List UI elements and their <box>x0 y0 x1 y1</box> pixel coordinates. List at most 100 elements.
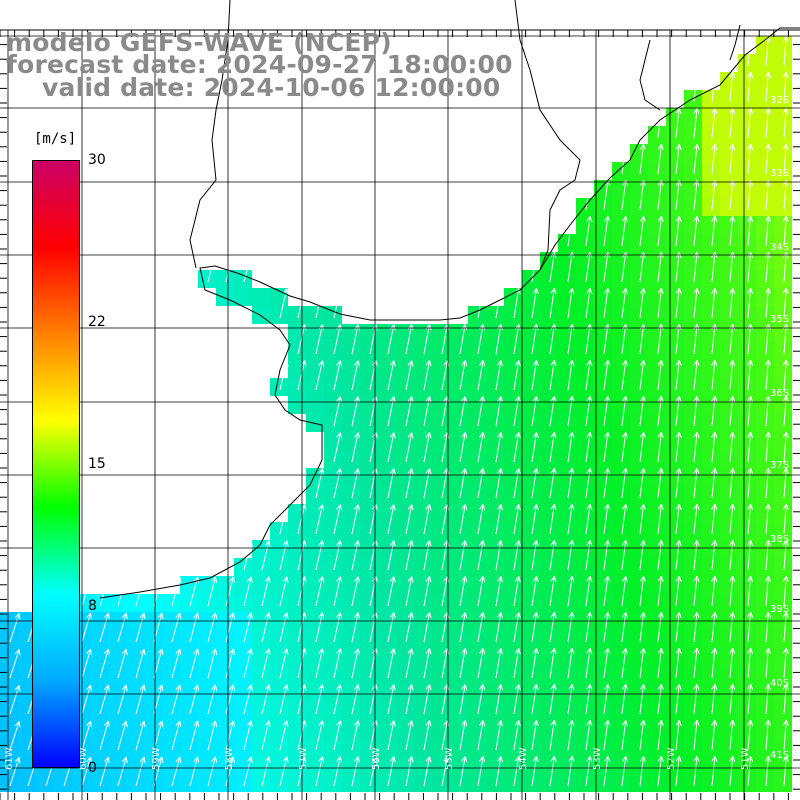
wind-cell <box>18 738 36 756</box>
wind-cell <box>702 738 720 756</box>
wind-cell <box>594 360 612 378</box>
wind-cell <box>612 360 630 378</box>
wind-arrow <box>603 503 611 535</box>
wind-cell <box>126 594 144 612</box>
wind-arrow <box>711 215 718 247</box>
wind-cell <box>234 630 252 648</box>
longitude-label: 56W <box>371 747 382 770</box>
wind-cell <box>486 540 504 558</box>
wind-arrow <box>423 432 432 463</box>
wind-cell <box>630 684 648 702</box>
wind-cell <box>450 378 468 396</box>
wind-cell <box>162 666 180 684</box>
wind-cell <box>702 702 720 720</box>
wind-arrow <box>764 71 772 103</box>
wind-cell <box>360 738 378 756</box>
wind-cell <box>738 216 756 234</box>
wind-cell <box>756 54 774 72</box>
wind-arrow <box>477 720 486 751</box>
wind-arrow <box>675 683 682 715</box>
wind-cell <box>144 756 162 774</box>
wind-arrow <box>279 648 289 679</box>
wind-arrow <box>603 719 611 751</box>
wind-arrow <box>764 539 772 571</box>
wind-arrow <box>279 684 289 715</box>
wind-cell <box>612 576 630 594</box>
wind-cell <box>720 504 738 522</box>
wind-cell <box>648 738 666 756</box>
wind-cell <box>450 774 468 792</box>
wind-cell <box>450 540 468 558</box>
wind-cell <box>720 198 738 216</box>
wind-arrow <box>585 755 593 787</box>
longitude-label: 57W <box>298 747 309 770</box>
wind-arrow <box>171 720 182 751</box>
wind-cell <box>612 162 630 180</box>
wind-cell <box>486 306 504 324</box>
wind-cell <box>180 702 198 720</box>
wind-cell <box>90 594 108 612</box>
wind-cell <box>774 36 792 54</box>
wind-cell <box>630 720 648 738</box>
wind-cell <box>738 126 756 144</box>
wind-arrow <box>495 288 504 319</box>
wind-cell <box>306 702 324 720</box>
wind-arrow <box>764 143 772 175</box>
wind-arrow <box>549 756 557 787</box>
wind-cell <box>720 702 738 720</box>
wind-cell <box>504 414 522 432</box>
wind-cell <box>468 702 486 720</box>
wind-arrow <box>261 612 271 643</box>
wind-cell <box>324 666 342 684</box>
wind-cell <box>666 630 684 648</box>
wind-cell <box>396 414 414 432</box>
wind-cell <box>432 360 450 378</box>
longitude-label: 54W <box>518 747 529 770</box>
wind-arrow <box>117 612 128 643</box>
wind-cell <box>468 396 486 414</box>
wind-cell <box>360 486 378 504</box>
wind-arrow <box>621 611 629 643</box>
wind-arrow <box>729 215 736 247</box>
wind-arrow <box>333 396 343 427</box>
wind-arrow <box>81 756 93 787</box>
wind-cell <box>630 738 648 756</box>
wind-arrow <box>729 179 736 211</box>
wind-cell <box>648 684 666 702</box>
wind-cell <box>450 720 468 738</box>
wind-arrow <box>333 504 343 535</box>
wind-arrow <box>621 323 629 355</box>
wind-arrow <box>315 576 325 607</box>
wind-arrow <box>711 359 718 391</box>
wind-arrow <box>675 467 682 499</box>
wind-cell <box>126 630 144 648</box>
wind-cell <box>288 522 306 540</box>
wind-cell <box>522 738 540 756</box>
wind-arrow <box>729 287 736 319</box>
wind-arrow <box>639 395 646 427</box>
wind-cell <box>648 540 666 558</box>
wind-arrow <box>585 539 593 571</box>
wind-cell <box>594 450 612 468</box>
wind-cell <box>684 522 702 540</box>
wind-arrow <box>423 684 432 715</box>
wind-cell <box>18 666 36 684</box>
wind-cell <box>396 774 414 792</box>
wind-cell <box>198 576 216 594</box>
wind-cell <box>486 684 504 702</box>
wind-cell <box>450 486 468 504</box>
wind-cell <box>648 288 666 306</box>
wind-cell <box>612 216 630 234</box>
wind-cell <box>252 774 270 792</box>
wind-cell <box>630 360 648 378</box>
longitude-label: 61W <box>4 747 15 770</box>
wind-cell <box>774 450 792 468</box>
wind-cell <box>612 234 630 252</box>
latitude-label: 34S <box>770 242 789 253</box>
wind-arrow <box>495 324 504 355</box>
wind-arrow <box>711 71 718 103</box>
wind-arrow <box>747 179 754 211</box>
wind-cell <box>702 126 720 144</box>
wind-cell <box>684 738 702 756</box>
wind-cell <box>738 666 756 684</box>
